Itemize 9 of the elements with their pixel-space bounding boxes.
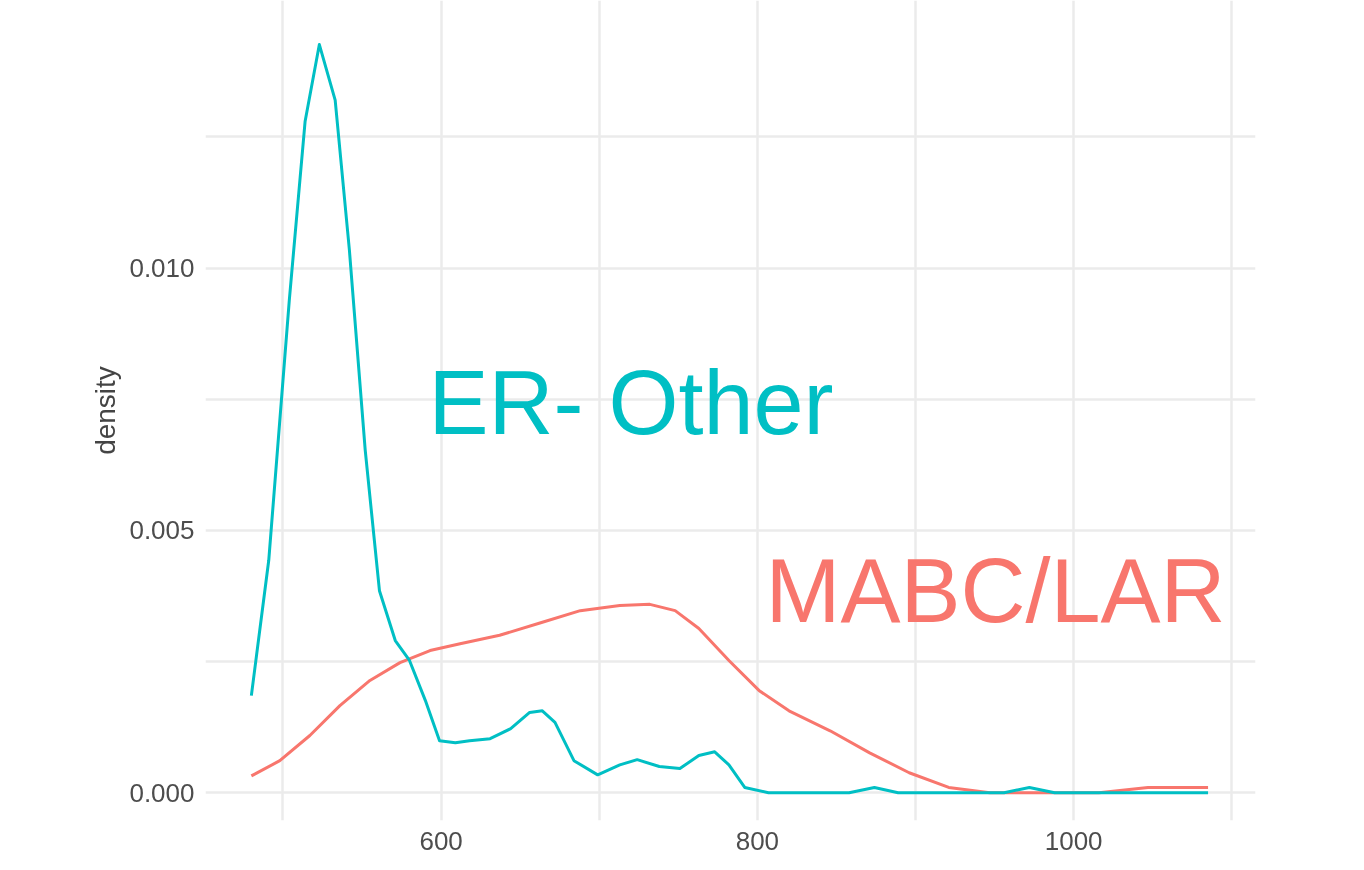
series-label: ER- Other	[428, 352, 834, 453]
y-tick-label: 0.000	[129, 777, 195, 808]
x-tick-label: 1000	[1044, 825, 1103, 856]
x-tick-label: 600	[419, 825, 463, 856]
series-label: MABC/LAR	[765, 540, 1226, 641]
y-axis-title: density	[90, 366, 122, 455]
y-tick-label: 0.005	[129, 515, 195, 546]
x-tick-label: 800	[735, 825, 780, 856]
y-tick-label: 0.010	[129, 253, 195, 284]
